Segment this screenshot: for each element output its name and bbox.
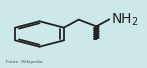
Text: Fonte: Wikipedia: Fonte: Wikipedia xyxy=(6,60,42,64)
Text: NH$_2$: NH$_2$ xyxy=(111,11,138,28)
